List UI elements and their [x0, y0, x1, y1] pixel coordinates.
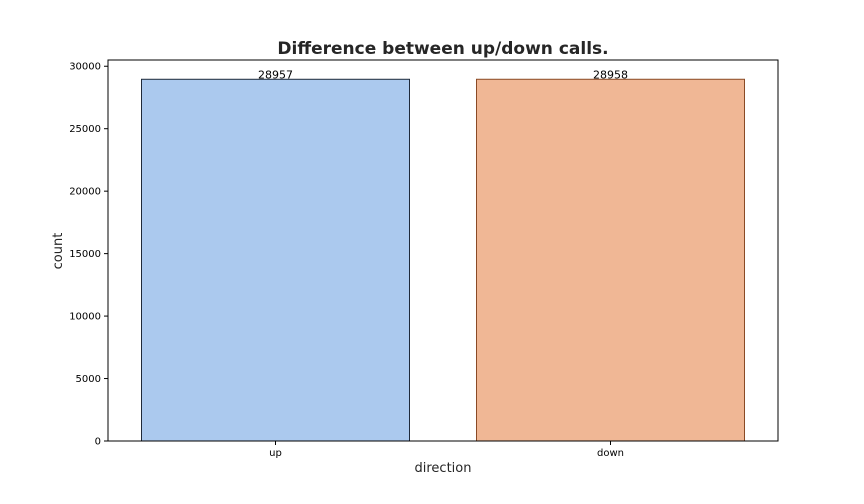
x-axis-label: direction: [415, 461, 472, 476]
x-tick-label-up: up: [269, 448, 282, 459]
y-tick-label: 10000: [69, 312, 101, 323]
data-labels-group: 28957 28958: [258, 68, 628, 81]
bar-up: [141, 78, 410, 442]
x-tick-label-down: down: [597, 448, 624, 459]
y-tick-label: 15000: [69, 249, 101, 260]
data-label-up: 28957: [258, 68, 293, 81]
y-tick-label: 20000: [69, 187, 101, 198]
y-tick-label: 25000: [69, 124, 101, 135]
chart-title: Difference between up/down calls.: [277, 39, 608, 59]
bars-group: [141, 78, 745, 442]
y-tick-label: 30000: [69, 62, 101, 73]
y-axis: 0 5000 10000 15000 20000 25000 30000: [69, 62, 108, 448]
y-tick-label: 5000: [76, 374, 101, 385]
plot-frame: [107, 59, 779, 442]
y-tick-label: 0: [95, 437, 101, 448]
bar-down: [476, 78, 745, 442]
y-axis-label: count: [51, 233, 66, 270]
x-axis: up down: [269, 441, 624, 459]
data-label-down: 28958: [593, 68, 628, 81]
